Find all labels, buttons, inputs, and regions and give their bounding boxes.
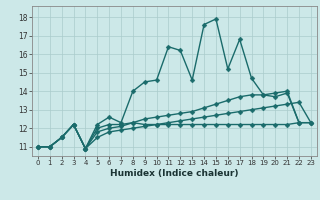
X-axis label: Humidex (Indice chaleur): Humidex (Indice chaleur) <box>110 169 239 178</box>
